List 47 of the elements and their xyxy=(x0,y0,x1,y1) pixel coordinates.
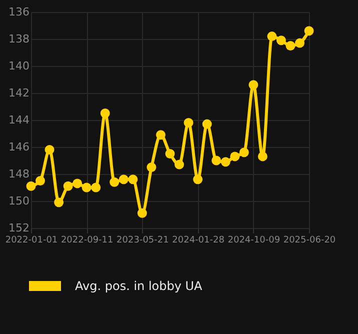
x-tick-label: 2022-01-01 xyxy=(5,236,58,246)
point xyxy=(100,108,110,118)
point xyxy=(63,181,73,191)
point xyxy=(193,174,203,184)
point xyxy=(36,176,46,186)
point xyxy=(110,177,120,187)
point xyxy=(146,162,156,172)
x-tick-label: 2023-05-21 xyxy=(116,236,169,246)
y-tick-label: 146 xyxy=(8,140,30,154)
point xyxy=(202,119,212,129)
point xyxy=(184,118,194,128)
y-tick-label: 140 xyxy=(8,60,30,72)
point xyxy=(26,181,36,191)
point xyxy=(128,174,138,184)
y-tick-label: 142 xyxy=(8,86,30,100)
point xyxy=(156,130,166,140)
y-tick-label: 136 xyxy=(8,6,30,18)
point xyxy=(54,198,64,208)
y-tick-label: 152 xyxy=(8,222,30,234)
point xyxy=(72,178,82,188)
point xyxy=(91,182,101,192)
point xyxy=(165,149,175,158)
point xyxy=(304,26,314,36)
point xyxy=(118,174,128,184)
point xyxy=(82,182,92,192)
legend-label: Avg. pos. in lobby UA xyxy=(75,279,204,293)
point xyxy=(276,36,286,46)
y-tick-label: 138 xyxy=(8,32,30,46)
point xyxy=(44,144,54,154)
point xyxy=(239,148,249,158)
x-tick-label: 2025-06-20 xyxy=(283,236,336,246)
point xyxy=(258,152,268,162)
point xyxy=(174,160,184,170)
x-tick-label: 2022-09-11 xyxy=(60,236,114,246)
point xyxy=(267,32,277,42)
point xyxy=(212,156,222,166)
point xyxy=(220,157,230,167)
point xyxy=(137,208,147,218)
point xyxy=(294,38,304,48)
x-tick-label: 2024-10-09 xyxy=(228,236,280,246)
y-tick-label: 150 xyxy=(8,194,30,208)
y-tick-label: 148 xyxy=(8,168,30,180)
point xyxy=(286,41,296,50)
y-tick-label: 144 xyxy=(8,114,30,126)
x-tick-label: 2024-01-28 xyxy=(172,236,225,246)
point xyxy=(230,152,240,162)
point xyxy=(248,80,258,90)
